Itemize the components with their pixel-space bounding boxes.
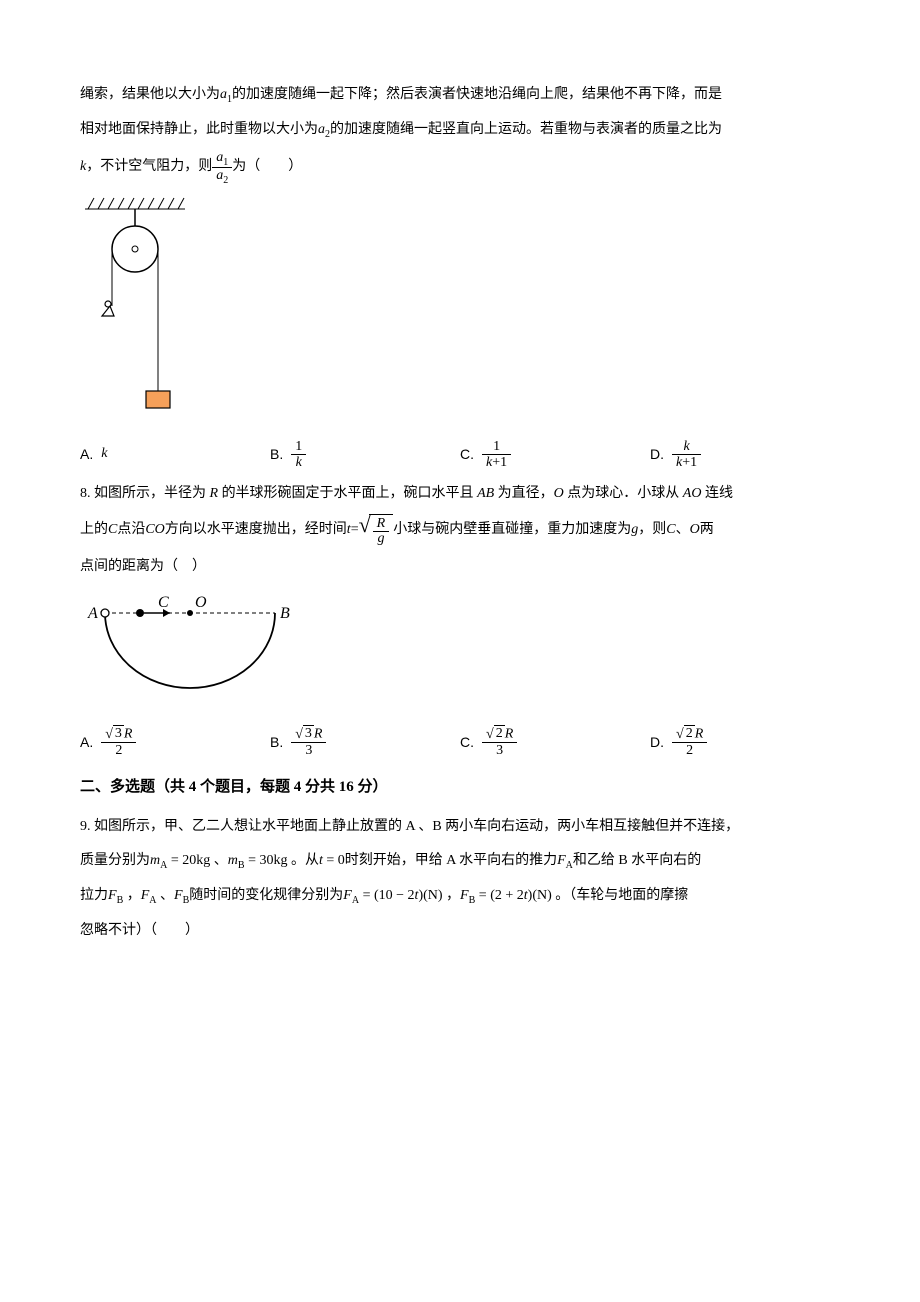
q7-line2: 相对地面保持静止，此时重物以大小为a2的加速度随绳一起竖直向上运动。若重物与表演… — [80, 115, 840, 146]
fraction-a1-a2: a1 a2 — [212, 150, 232, 187]
q9-line2: 质量分别为mA = 20kg 、mB = 30kg 。从t = 0时刻开始，甲给… — [80, 846, 840, 877]
text: 为（ ） — [232, 152, 302, 183]
text: 绳索，结果他以大小为 — [80, 87, 220, 102]
text: 相对地面保持静止，此时重物以大小为 — [80, 122, 318, 137]
q7-line1: 绳索，结果他以大小为a1的加速度随绳一起下降；然后表演者快速地沿绳向上爬，结果他… — [80, 80, 840, 111]
q8-opt-d: D. √2R 2 — [650, 725, 840, 758]
q8-options: A. √3R 2 B. √3R 3 C. √2R 3 D. √2R 2 — [80, 725, 840, 758]
q9-line4: 忽略不计）（ ） — [80, 916, 840, 947]
svg-text:A: A — [87, 605, 98, 622]
svg-text:O: O — [195, 594, 207, 611]
q7-opt-c: C. 1 k+1 — [460, 439, 650, 471]
var-a1: a1 — [220, 87, 232, 102]
sqrt-rg: √ R g — [359, 514, 394, 548]
q8-opt-c: C. √2R 3 — [460, 725, 650, 758]
q7-opt-d: D. k k+1 — [650, 439, 840, 471]
q8-line2: 上的 C 点沿 CO 方向以水平速度抛出，经时间 t = √ R g 小球与碗内… — [80, 514, 840, 548]
var-a2: a2 — [318, 122, 330, 137]
q7-diagram — [80, 196, 840, 429]
q8-line3: 点间的距离为（ ） — [80, 552, 840, 583]
q9-line1: 9. 如图所示，甲、乙二人想让水平地面上静止放置的 A 、B 两小车向右运动，两… — [80, 812, 840, 843]
q8-line1: 8. 如图所示，半径为 R 的半球形碗固定于水平面上，碗口水平且 AB 为直径，… — [80, 479, 840, 510]
section2-title: 二、多选题（共 4 个题目，每题 4 分共 16 分） — [80, 771, 840, 804]
q8-diagram: A B C O — [80, 593, 840, 716]
q7-opt-a: A. k — [80, 439, 270, 471]
q8: 8. 如图所示，半径为 R 的半球形碗固定于水平面上，碗口水平且 AB 为直径，… — [80, 479, 840, 759]
text: 的加速度随绳一起下降；然后表演者快速地沿绳向上爬，结果他不再下降，而是 — [232, 87, 722, 102]
svg-text:B: B — [280, 605, 290, 622]
text: ，不计空气阻力，则 — [86, 152, 212, 183]
q7-options: A. k B. 1 k C. 1 k+1 D. k k+1 — [80, 439, 840, 471]
svg-text:C: C — [158, 594, 169, 611]
text: 的加速度随绳一起竖直向上运动。若重物与表演者的质量之比为 — [330, 122, 722, 137]
q8-opt-a: A. √3R 2 — [80, 725, 270, 758]
q9: 9. 如图所示，甲、乙二人想让水平地面上静止放置的 A 、B 两小车向右运动，两… — [80, 812, 840, 947]
q7-opt-b: B. 1 k — [270, 439, 460, 471]
q7-line3: k，不计空气阻力，则 a1 a2 为（ ） — [80, 150, 840, 187]
q8-opt-b: B. √3R 3 — [270, 725, 460, 758]
q8-num: 8. — [80, 486, 91, 501]
q9-line3: 拉力FB ，FA 、FB随时间的变化规律分别为FA = (10 − 2t)(N)… — [80, 881, 840, 912]
